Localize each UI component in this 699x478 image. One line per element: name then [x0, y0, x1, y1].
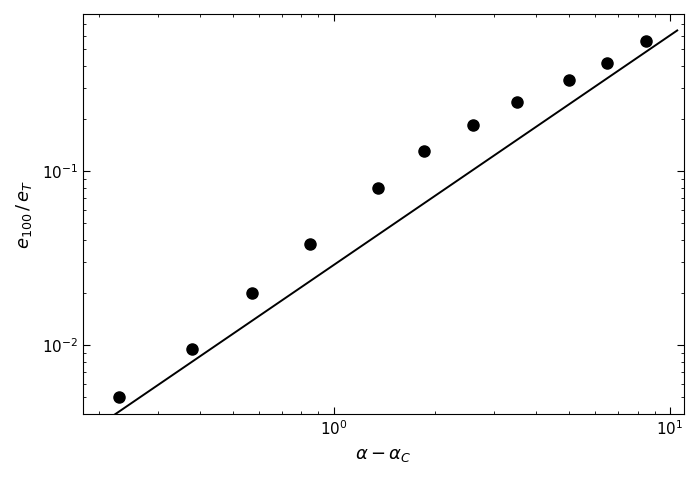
Point	[246, 289, 257, 296]
Point	[563, 76, 575, 84]
Point	[113, 393, 124, 401]
Point	[602, 60, 613, 67]
X-axis label: $\alpha - \alpha_C$: $\alpha - \alpha_C$	[355, 446, 412, 464]
Point	[468, 121, 479, 129]
Point	[641, 37, 652, 44]
Point	[511, 98, 522, 106]
Y-axis label: $e_{100}\,/\,e_T$: $e_{100}\,/\,e_T$	[14, 179, 34, 249]
Point	[418, 147, 429, 155]
Point	[187, 345, 198, 353]
Point	[372, 184, 383, 192]
Point	[305, 240, 316, 248]
